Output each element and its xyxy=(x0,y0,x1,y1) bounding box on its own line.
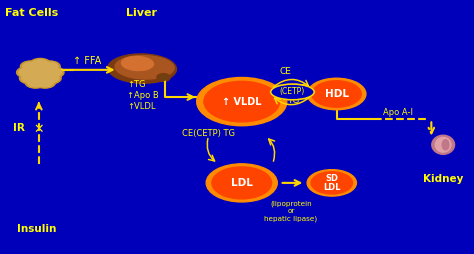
Text: ↑ VLDL: ↑ VLDL xyxy=(222,97,262,107)
Circle shape xyxy=(312,81,361,107)
Text: ✕: ✕ xyxy=(34,123,44,136)
Ellipse shape xyxy=(115,56,174,79)
Ellipse shape xyxy=(442,140,449,150)
Circle shape xyxy=(42,62,58,71)
Circle shape xyxy=(197,77,287,126)
Circle shape xyxy=(28,67,45,75)
Circle shape xyxy=(17,67,37,78)
Text: Fat Cells: Fat Cells xyxy=(5,8,58,18)
Text: TG: TG xyxy=(287,96,299,105)
Text: (lipoprotein
or
hepatic lipase): (lipoprotein or hepatic lipase) xyxy=(264,201,318,222)
Text: Insulin: Insulin xyxy=(17,225,56,234)
Ellipse shape xyxy=(157,74,170,81)
Ellipse shape xyxy=(159,75,168,80)
Circle shape xyxy=(19,68,35,77)
Circle shape xyxy=(22,74,38,83)
Circle shape xyxy=(46,68,62,77)
Text: CE(CETP) TG: CE(CETP) TG xyxy=(182,129,236,138)
Circle shape xyxy=(27,78,44,87)
Text: ↑ FFA: ↑ FFA xyxy=(73,56,101,66)
Ellipse shape xyxy=(271,84,314,100)
Circle shape xyxy=(39,61,60,72)
Circle shape xyxy=(30,72,51,83)
Circle shape xyxy=(212,167,272,199)
Text: Apo A-I: Apo A-I xyxy=(383,108,413,117)
Circle shape xyxy=(35,77,55,88)
Circle shape xyxy=(30,58,51,70)
Ellipse shape xyxy=(432,135,455,154)
Circle shape xyxy=(37,78,53,87)
Circle shape xyxy=(43,74,59,83)
Circle shape xyxy=(311,172,353,194)
Circle shape xyxy=(20,61,41,72)
Circle shape xyxy=(307,78,366,110)
Ellipse shape xyxy=(121,56,154,71)
Circle shape xyxy=(23,62,39,71)
Circle shape xyxy=(19,73,40,84)
Text: SD
LDL: SD LDL xyxy=(323,173,340,192)
Text: HDL: HDL xyxy=(325,89,348,99)
Circle shape xyxy=(307,170,356,196)
Ellipse shape xyxy=(108,54,176,83)
Circle shape xyxy=(26,66,47,77)
Circle shape xyxy=(43,67,64,78)
Circle shape xyxy=(36,66,56,77)
Text: (CETP): (CETP) xyxy=(280,87,305,97)
Text: IR: IR xyxy=(13,123,25,133)
Ellipse shape xyxy=(435,137,451,152)
Text: ↑TG
↑Apo B
↑VLDL: ↑TG ↑Apo B ↑VLDL xyxy=(127,80,159,111)
Circle shape xyxy=(25,77,46,88)
Text: LDL: LDL xyxy=(231,178,253,188)
Text: CE: CE xyxy=(280,67,292,76)
Circle shape xyxy=(32,73,48,82)
Text: Kidney: Kidney xyxy=(423,174,464,184)
Circle shape xyxy=(38,67,54,76)
Circle shape xyxy=(40,73,61,84)
Circle shape xyxy=(204,81,280,122)
Text: Liver: Liver xyxy=(126,8,156,18)
Circle shape xyxy=(206,164,277,202)
Circle shape xyxy=(32,60,48,68)
